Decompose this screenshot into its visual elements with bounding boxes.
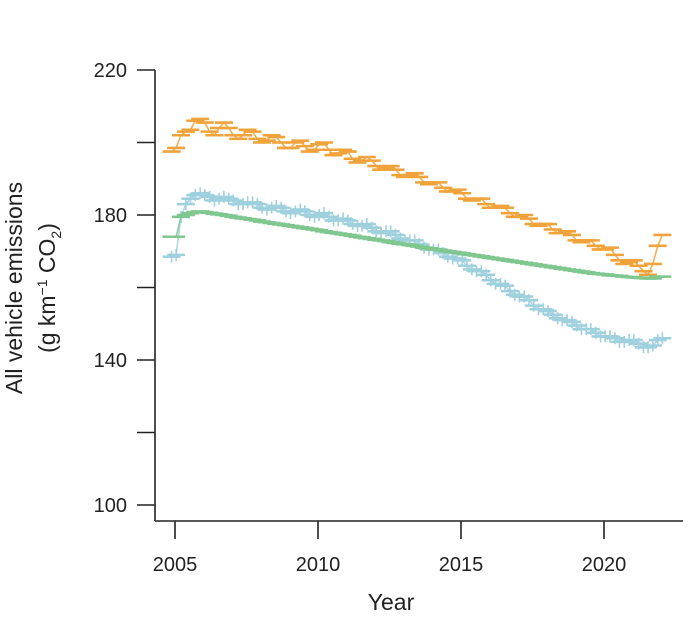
x-tick-label: 2010 (296, 554, 341, 576)
data-point (281, 207, 300, 220)
data-point (639, 341, 658, 354)
series-3 (162, 210, 672, 280)
data-point (558, 314, 577, 327)
data-point (462, 263, 481, 276)
data-point (496, 279, 515, 292)
y-tick-label: 100 (94, 495, 127, 517)
y-axis-title: All vehicle emissions (g km−1 CO2) (1, 182, 64, 394)
x-axis-title: Year (368, 589, 415, 615)
y-axis-title-subscript: 2 (48, 231, 64, 239)
y-axis-title-line1: All vehicle emissions (1, 182, 27, 394)
y-axis-title-unit: (g km (34, 295, 60, 353)
data-point (653, 332, 672, 345)
data-point (520, 294, 539, 307)
data-point (162, 250, 181, 263)
data-point (648, 334, 667, 347)
series-1 (162, 117, 672, 277)
data-point (176, 198, 195, 211)
data-point (191, 187, 210, 200)
data-point (214, 190, 233, 203)
data-point (477, 268, 496, 281)
y-axis-title-gas: CO (34, 239, 60, 280)
series-line (171, 117, 664, 277)
data-point (205, 194, 224, 207)
y-tick-label: 180 (94, 205, 127, 227)
x-tick-label: 2015 (439, 554, 484, 576)
data-point (257, 203, 276, 216)
data-point (167, 248, 186, 261)
x-tick-label: 2005 (153, 554, 198, 576)
y-tick-label: 220 (94, 60, 127, 82)
axes-layer: 100 140 180 220 2005 2010 2015 2020 (94, 60, 683, 576)
data-point (372, 227, 391, 240)
data-point (453, 254, 472, 267)
y-axis-title-line2: (g km−1 CO2) (34, 223, 64, 353)
x-tick-label: 2020 (582, 554, 627, 576)
data-point (267, 199, 286, 212)
data-point (310, 209, 329, 221)
data-point (243, 196, 262, 209)
data-point (353, 219, 372, 232)
data-point (195, 189, 214, 202)
data-point (615, 335, 634, 348)
data-point (291, 203, 310, 216)
data-point (601, 330, 620, 343)
series-2 (162, 187, 672, 354)
data-point (534, 303, 553, 316)
y-tick-label: 140 (94, 350, 127, 372)
y-axis-title-close: ) (34, 223, 60, 231)
data-point (219, 192, 238, 205)
y-axis-title-exponent: −1 (34, 279, 50, 295)
data-point (505, 288, 524, 301)
data-point (334, 212, 353, 225)
data-point (548, 312, 567, 325)
series-layer (162, 117, 672, 354)
data-point (491, 277, 510, 290)
data-point (643, 339, 662, 352)
